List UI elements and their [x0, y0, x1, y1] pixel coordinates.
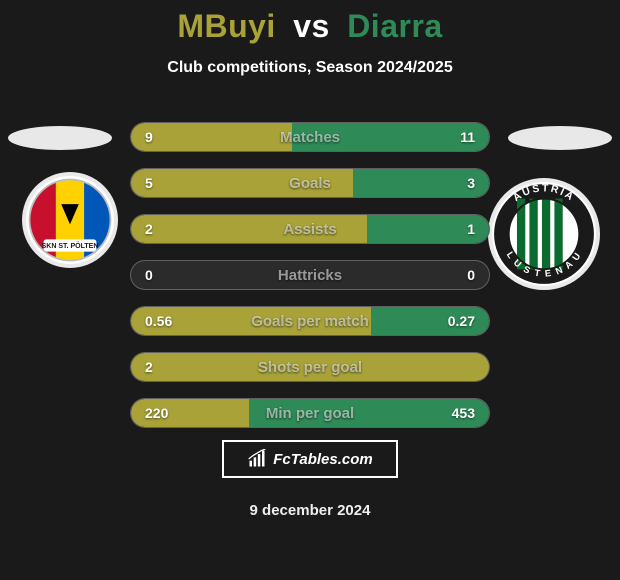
stat-label: Matches	[280, 129, 340, 146]
player2-head-silhouette	[508, 126, 612, 150]
stat-row: 9 11 Matches	[130, 122, 490, 152]
stat-label: Assists	[283, 221, 336, 238]
player2-name: Diarra	[347, 8, 443, 44]
club-crest-left: SKN ST. PÖLTEN	[22, 172, 118, 268]
stat-label: Hattricks	[278, 267, 342, 284]
player1-name: MBuyi	[177, 8, 276, 44]
crest-left-svg: SKN ST. PÖLTEN	[26, 176, 114, 264]
stat-label: Goals	[289, 175, 331, 192]
stat-row: 0.56 0.27 Goals per match	[130, 306, 490, 336]
brand-text: FcTables.com	[273, 451, 372, 468]
club-crest-right: AUSTRIA L U S T E N A U	[488, 178, 600, 290]
stat-value-left: 9	[145, 129, 153, 145]
svg-text:SKN ST. PÖLTEN: SKN ST. PÖLTEN	[42, 241, 99, 250]
stat-row: 0 0 Hattricks	[130, 260, 490, 290]
stat-value-right: 0.27	[448, 313, 475, 329]
stat-value-left: 0.56	[145, 313, 172, 329]
stat-bars: 9 11 Matches 5 3 Goals 2 1 Assists 0 0 Hattricks 0.5…	[130, 122, 490, 444]
stat-value-left: 5	[145, 175, 153, 191]
crest-right-svg: AUSTRIA L U S T E N A U	[492, 182, 596, 286]
stat-label: Min per goal	[266, 405, 354, 422]
stat-value-right: 1	[467, 221, 475, 237]
stat-value-left: 0	[145, 267, 153, 283]
stat-row: 2 Shots per goal	[130, 352, 490, 382]
vs-label: vs	[293, 8, 330, 44]
stat-row: 220 453 Min per goal	[130, 398, 490, 428]
brand-badge[interactable]: FcTables.com	[222, 440, 398, 478]
stat-value-left: 2	[145, 359, 153, 375]
date-text: 9 december 2024	[0, 502, 620, 519]
stat-label: Goals per match	[251, 313, 369, 330]
stat-value-left: 2	[145, 221, 153, 237]
player1-head-silhouette	[8, 126, 112, 150]
chart-icon	[247, 449, 267, 469]
page-title: MBuyi vs Diarra	[0, 0, 620, 45]
stat-value-right: 0	[467, 267, 475, 283]
stat-row: 5 3 Goals	[130, 168, 490, 198]
stat-value-left: 220	[145, 405, 168, 421]
stat-row: 2 1 Assists	[130, 214, 490, 244]
stat-value-right: 453	[452, 405, 475, 421]
stat-value-right: 3	[467, 175, 475, 191]
stat-value-right: 11	[460, 129, 475, 145]
stat-label: Shots per goal	[258, 359, 362, 376]
subtitle: Club competitions, Season 2024/2025	[0, 59, 620, 77]
stat-fill-left	[131, 123, 292, 151]
